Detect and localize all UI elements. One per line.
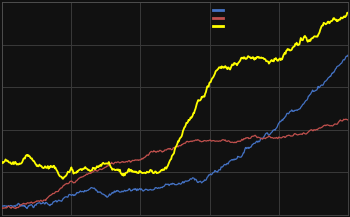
Legend: , , : , , [213, 8, 225, 29]
